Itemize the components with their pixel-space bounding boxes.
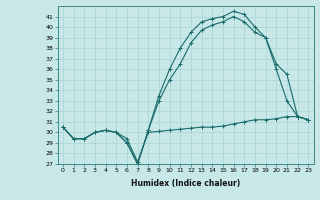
X-axis label: Humidex (Indice chaleur): Humidex (Indice chaleur)	[131, 179, 240, 188]
